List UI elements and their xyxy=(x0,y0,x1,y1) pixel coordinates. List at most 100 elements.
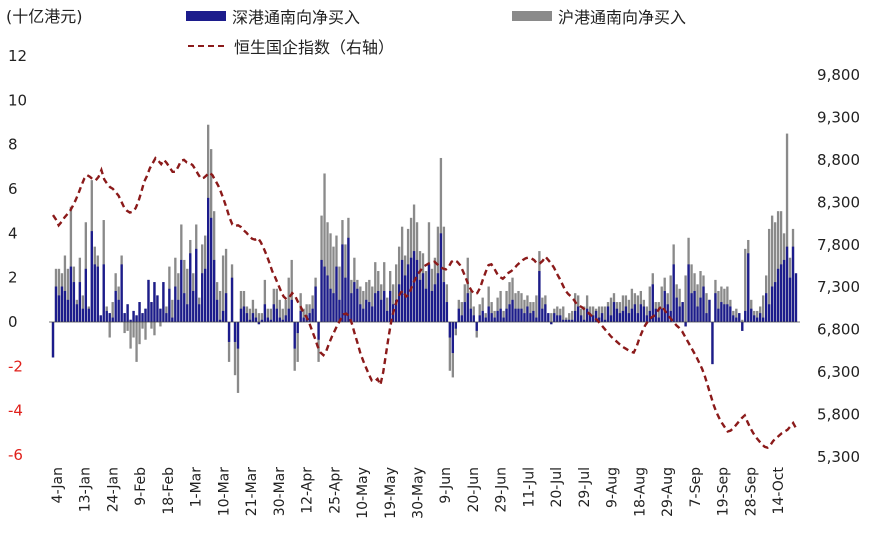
legend-item-shenzhen: 深港通南向净买入 xyxy=(186,4,360,28)
bar-shanghai xyxy=(218,290,222,322)
y-tick-left: 2 xyxy=(8,269,18,287)
bar-shanghai xyxy=(735,308,738,322)
bar-shanghai xyxy=(770,215,774,322)
bar-shenzhen xyxy=(600,313,604,322)
bar-shenzhen xyxy=(165,313,168,322)
bar-shenzhen xyxy=(669,310,672,322)
bar-shenzhen xyxy=(690,293,693,322)
y-tick-right: 7,300 xyxy=(817,278,860,296)
bar-shenzhen xyxy=(332,293,335,322)
bar-shenzhen xyxy=(299,310,302,322)
bar-shanghai xyxy=(582,306,586,322)
bar-shenzhen xyxy=(714,293,717,322)
bar-shanghai xyxy=(574,293,577,322)
bar-shenzhen xyxy=(159,308,162,322)
bar-shanghai xyxy=(362,290,365,322)
bar-shenzhen xyxy=(785,246,789,322)
bar-shanghai xyxy=(618,302,622,322)
x-tick-label: 1-Mar xyxy=(189,467,205,508)
bar-shenzhen xyxy=(433,284,437,322)
bar-shenzhen xyxy=(84,268,87,322)
x-tick-label: 25-Apr xyxy=(327,467,343,514)
bar-shanghai xyxy=(756,310,759,322)
bar-shenzhen xyxy=(630,308,634,322)
bar-shenzhen xyxy=(466,293,469,322)
bar-shenzhen xyxy=(791,246,795,322)
bar-shanghai xyxy=(630,288,634,322)
bar-shenzhen xyxy=(666,304,669,322)
bar-shanghai xyxy=(717,290,720,322)
bar-shenzhen xyxy=(117,299,120,322)
bar-shanghai xyxy=(636,295,640,322)
bar-shenzhen xyxy=(353,282,356,322)
bar-shenzhen xyxy=(365,299,368,322)
legend-label-hscei: 恒生国企指数（右轴） xyxy=(234,38,395,57)
x-tick-label: 19-May xyxy=(383,467,399,519)
bar-shanghai xyxy=(284,299,287,322)
bar-shanghai xyxy=(254,308,258,322)
bar-shenzhen xyxy=(756,317,759,322)
bar-shanghai xyxy=(466,257,469,322)
bar-shenzhen xyxy=(436,273,440,322)
bar-shanghai xyxy=(135,315,138,362)
bar-shanghai xyxy=(290,259,293,322)
bar-shanghai xyxy=(66,268,70,322)
bar-shenzhen xyxy=(275,308,278,322)
bar-shenzhen xyxy=(123,313,126,322)
bar-shanghai xyxy=(287,277,290,322)
x-tick-label: 30-May xyxy=(411,467,427,519)
bar-shenzhen xyxy=(57,295,61,322)
bar-shenzhen xyxy=(87,308,90,322)
bar-shenzhen xyxy=(338,299,341,322)
bar-shanghai xyxy=(678,288,681,322)
hscei-line xyxy=(52,156,798,450)
bar-shenzhen xyxy=(463,302,466,322)
bar-shenzhen xyxy=(529,313,532,322)
bar-shenzhen xyxy=(108,313,111,322)
bar-shenzhen xyxy=(174,286,177,322)
bar-shenzhen xyxy=(588,313,592,322)
x-tick-label: 28-Sep xyxy=(743,467,759,516)
bar-shenzhen xyxy=(621,310,625,322)
bar-shenzhen xyxy=(773,282,777,322)
bar-shenzhen xyxy=(678,306,681,322)
bar-shanghai xyxy=(535,295,538,322)
bar-shenzhen xyxy=(430,290,434,322)
bar-shenzhen xyxy=(296,322,299,334)
bar-shenzhen xyxy=(144,308,147,322)
bar-shenzhen xyxy=(562,319,565,322)
bar-shenzhen xyxy=(687,264,690,322)
bar-shanghai xyxy=(520,293,523,322)
bar-shanghai xyxy=(332,246,335,322)
bar-shenzhen xyxy=(183,293,186,322)
bar-shenzhen xyxy=(594,310,598,322)
x-tick-label: 9-Aug xyxy=(605,467,621,508)
bar-shenzhen xyxy=(788,277,792,322)
bar-shenzhen xyxy=(186,304,189,322)
bar-shenzhen xyxy=(317,322,320,340)
bar-shanghai xyxy=(469,290,472,322)
bar-shenzhen xyxy=(120,264,123,322)
bar-shanghai xyxy=(233,322,237,376)
bar-shanghai xyxy=(556,306,559,322)
y-tick-right: 5,800 xyxy=(817,406,860,424)
bar-shenzhen xyxy=(257,322,261,325)
bar-shanghai xyxy=(496,297,499,322)
bar-shenzhen xyxy=(696,306,699,322)
bar-shanghai xyxy=(177,273,180,322)
bar-shenzhen xyxy=(672,264,675,322)
bar-shenzhen xyxy=(260,319,264,322)
bar-shanghai xyxy=(490,302,493,322)
bar-shenzhen xyxy=(565,319,568,322)
bar-shenzhen xyxy=(624,306,628,322)
bar-shenzhen xyxy=(287,308,290,322)
bar-shanghai xyxy=(603,306,607,322)
bar-shenzhen xyxy=(445,302,449,322)
bar-shenzhen xyxy=(508,304,511,322)
bar-shanghai xyxy=(296,322,299,362)
bar-shenzhen xyxy=(663,290,666,322)
bar-shenzhen xyxy=(162,282,165,322)
x-tick-label: 18-Feb xyxy=(161,467,177,515)
bar-shanghai xyxy=(359,286,362,322)
bar-shanghai xyxy=(371,286,374,322)
